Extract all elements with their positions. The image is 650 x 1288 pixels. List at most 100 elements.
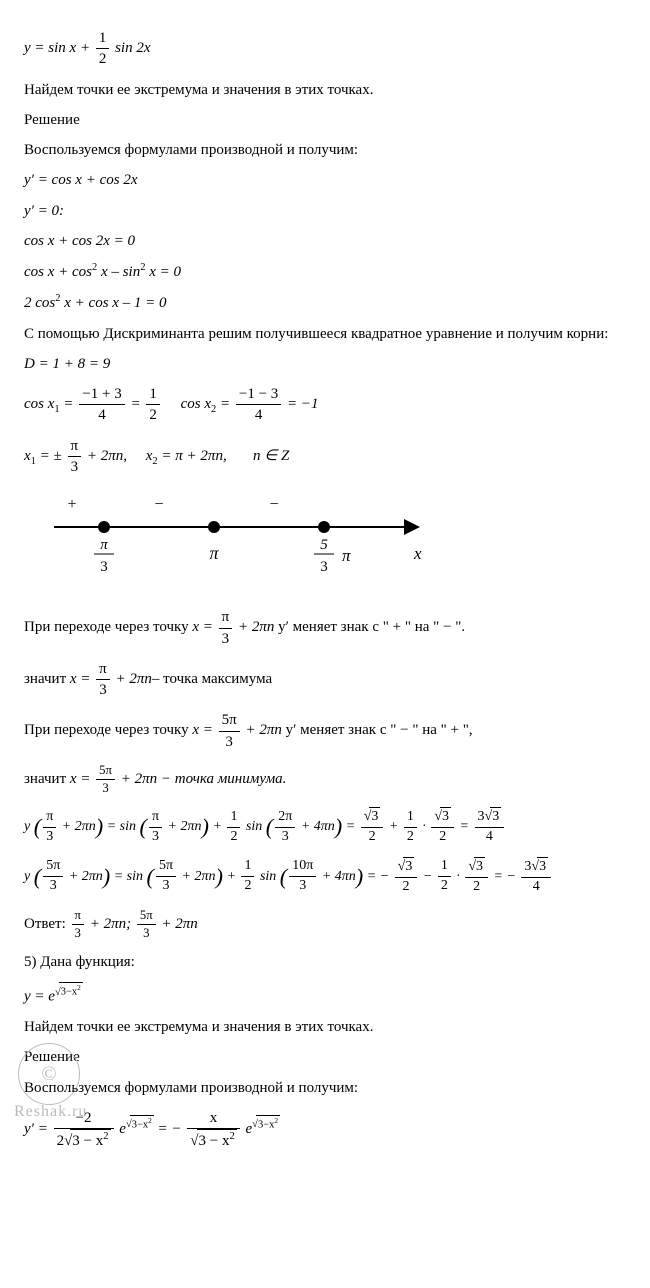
numerator: π xyxy=(72,907,84,925)
text: Решение xyxy=(24,1049,80,1065)
paragraph: значит x = 5π3 + 2πn − точка минимума. xyxy=(24,762,626,797)
subscript: 2 xyxy=(211,404,216,415)
exponent: √3−x2 xyxy=(55,987,83,998)
text: x – sin xyxy=(97,264,140,280)
fraction: √32 xyxy=(431,807,454,847)
denominator: 2 xyxy=(146,405,160,425)
fraction: −1 + 34 xyxy=(79,384,124,426)
exponent: √3−x2 xyxy=(252,1119,280,1130)
numerator: 5π xyxy=(219,710,240,731)
paragraph: Найдем точки ее экстремума и значения в … xyxy=(24,80,626,100)
equation-roots: cos x1 = −1 + 34 = 12 cos x2 = −1 − 34 =… xyxy=(24,384,626,426)
numerator: 10π xyxy=(289,857,316,877)
numerator: x xyxy=(187,1108,239,1129)
fraction: π3 xyxy=(149,808,162,847)
numerator: 3√3 xyxy=(475,807,505,828)
text: y xyxy=(24,819,30,834)
svg-text:−: − xyxy=(154,496,163,513)
heading-solution: Решение xyxy=(24,110,626,130)
text: x = xyxy=(70,671,94,687)
exponent: 2 xyxy=(148,1116,152,1125)
numerator: √3 xyxy=(361,807,384,828)
exponent: 2 xyxy=(274,1116,278,1125)
text: n ∈ Z xyxy=(253,448,289,464)
numerator: 5π xyxy=(96,762,115,780)
denominator: 3 xyxy=(96,680,110,700)
svg-text:3: 3 xyxy=(100,559,108,575)
radicand: 3 xyxy=(403,857,414,877)
denominator: 2 xyxy=(465,878,488,897)
fraction: 12 xyxy=(96,28,110,70)
denominator: 2 xyxy=(241,877,254,896)
fraction: x √3 − x2 xyxy=(187,1108,239,1152)
equation-x-solutions: x1 = ± π3 + 2πn, x2 = π + 2πn, n ∈ Z xyxy=(24,436,626,478)
svg-text:5: 5 xyxy=(320,537,328,553)
exponent: √3−x2 xyxy=(126,1119,154,1130)
fraction: 2π3 xyxy=(275,808,295,847)
text: + 2πn xyxy=(65,869,102,884)
text: x xyxy=(24,448,31,464)
text: При переходе через точку xyxy=(24,722,192,738)
exponent: 2 xyxy=(230,1131,235,1142)
fraction: 3√34 xyxy=(521,857,551,897)
numerator: 1 xyxy=(241,857,254,877)
radicand: 3−x2 xyxy=(59,982,83,1000)
text: + 2πn xyxy=(158,916,198,932)
text: −1 xyxy=(301,396,319,412)
numerator: −2 xyxy=(54,1108,114,1129)
text: cos x xyxy=(181,396,211,412)
exponent: 2 xyxy=(103,1131,108,1142)
fraction: 10π3 xyxy=(289,857,316,896)
numerator: 3√3 xyxy=(521,857,551,878)
text: x = xyxy=(70,771,94,787)
denominator: 4 xyxy=(475,828,505,847)
text: sin 2x xyxy=(111,40,150,56)
radicand: 3−x2 xyxy=(130,1115,154,1133)
text: 3−x xyxy=(61,987,77,998)
denominator: 3 xyxy=(149,828,162,847)
denominator: 4 xyxy=(79,405,124,425)
text: y = sin x + xyxy=(24,40,94,56)
denominator: 2 xyxy=(361,828,384,847)
denominator: 3 xyxy=(219,629,233,649)
denominator: √3 − x2 xyxy=(187,1129,239,1151)
fraction: π3 xyxy=(219,607,233,649)
radicand: 3 xyxy=(490,807,501,827)
radicand: 3 − x2 xyxy=(197,1129,237,1151)
numerator: 1 xyxy=(438,857,451,877)
equation-given: y = sin x + 12 sin 2x xyxy=(24,28,626,70)
equation: cos x + cos 2x = 0 xyxy=(24,231,626,251)
exponent: 2 xyxy=(77,983,81,992)
numerator: π xyxy=(68,436,82,457)
radicand: 3 xyxy=(369,807,380,827)
denominator: 3 xyxy=(72,925,84,942)
equation: 2 cos2 x + cos x – 1 = 0 xyxy=(24,292,626,313)
equation-derivative: y′ = cos x + cos 2x xyxy=(24,170,626,190)
paragraph: Найдем точки ее экстремума и значения в … xyxy=(24,1017,626,1037)
text: 3 − x xyxy=(199,1133,230,1149)
numerator: π xyxy=(96,659,110,680)
denominator: 4 xyxy=(236,405,281,425)
text: y′ меняет знак с " + " на " − ". xyxy=(274,619,465,635)
paragraph: Воспользуемся формулами производной и по… xyxy=(24,1078,626,1098)
equation-exp: y = e√3−x2 xyxy=(24,982,626,1007)
radicand: 3 xyxy=(474,857,485,877)
denominator: 3 xyxy=(289,877,316,896)
numerator: 1 xyxy=(227,808,240,828)
denominator: 3 xyxy=(275,828,295,847)
fraction: 5π3 xyxy=(156,857,176,896)
numerator: π xyxy=(43,808,56,828)
fraction: √32 xyxy=(465,857,488,897)
svg-text:+: + xyxy=(67,496,76,513)
denominator: 2 xyxy=(404,828,417,847)
text: значит xyxy=(24,671,70,687)
text: + 2πn; xyxy=(86,916,135,932)
numerator: −1 − 3 xyxy=(236,384,281,405)
fraction: 5π3 xyxy=(219,710,240,752)
numerator: 1 xyxy=(146,384,160,405)
text: + 4πn xyxy=(318,869,355,884)
denominator: 2 xyxy=(395,878,418,897)
text: + 2πn xyxy=(178,869,215,884)
fraction: 5π3 xyxy=(96,762,115,797)
text: + 2πn xyxy=(234,619,274,635)
